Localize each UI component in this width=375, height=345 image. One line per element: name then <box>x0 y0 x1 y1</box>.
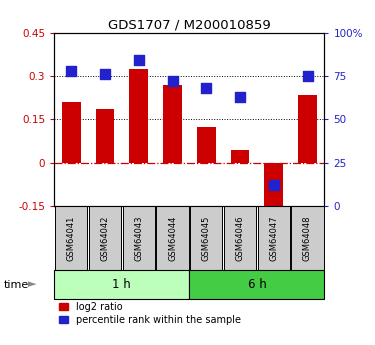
Bar <box>298 95 317 163</box>
Bar <box>163 85 182 163</box>
Bar <box>89 206 121 270</box>
Text: GSM64041: GSM64041 <box>67 215 76 260</box>
Point <box>304 73 310 79</box>
Text: GSM64042: GSM64042 <box>100 215 109 260</box>
Bar <box>62 102 81 163</box>
Bar <box>96 109 114 163</box>
Bar <box>264 163 283 218</box>
Bar <box>156 206 189 270</box>
Point <box>68 68 74 73</box>
Point <box>271 183 277 188</box>
Bar <box>123 206 155 270</box>
Text: time: time <box>4 279 29 289</box>
Bar <box>224 206 256 270</box>
Bar <box>190 206 222 270</box>
Bar <box>55 206 87 270</box>
Bar <box>258 206 290 270</box>
Bar <box>129 69 148 163</box>
Point <box>170 79 176 84</box>
Bar <box>197 127 216 163</box>
Point <box>237 94 243 100</box>
Text: GSM64048: GSM64048 <box>303 215 312 260</box>
Text: 1 h: 1 h <box>112 278 131 291</box>
Bar <box>291 206 324 270</box>
Legend: log2 ratio, percentile rank within the sample: log2 ratio, percentile rank within the s… <box>59 302 241 325</box>
Point <box>203 86 209 91</box>
Text: GSM64044: GSM64044 <box>168 215 177 260</box>
Text: ►: ► <box>28 279 37 289</box>
Bar <box>54 270 189 299</box>
Point <box>102 71 108 77</box>
Text: 6 h: 6 h <box>248 278 266 291</box>
Text: GSM64045: GSM64045 <box>202 215 211 260</box>
Bar <box>231 150 249 163</box>
Text: GSM64043: GSM64043 <box>134 215 143 260</box>
Bar <box>189 270 324 299</box>
Point <box>136 58 142 63</box>
Text: GSM64047: GSM64047 <box>269 215 278 260</box>
Text: GSM64046: GSM64046 <box>236 215 244 260</box>
Title: GDS1707 / M200010859: GDS1707 / M200010859 <box>108 19 271 32</box>
